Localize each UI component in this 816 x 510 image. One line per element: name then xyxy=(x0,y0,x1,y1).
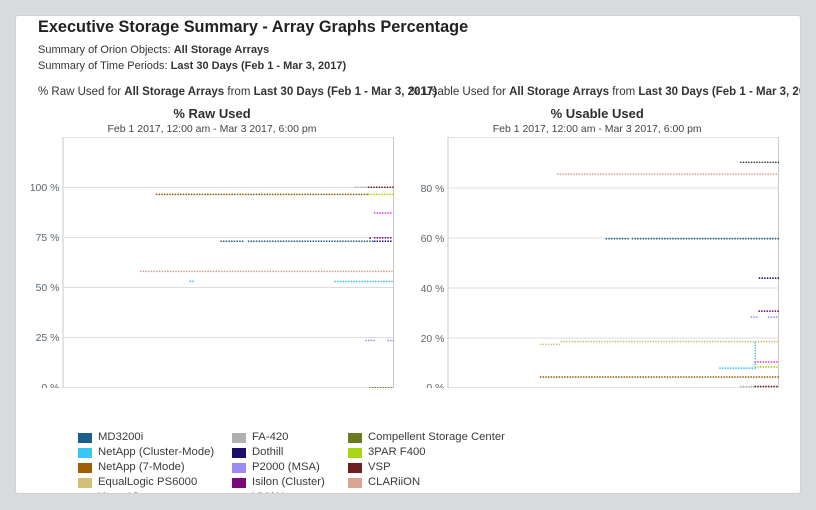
svg-text:100 %: 100 % xyxy=(31,182,60,194)
svg-text:75 %: 75 % xyxy=(35,232,59,244)
svg-text:25 %: 25 % xyxy=(35,332,59,344)
svg-text:20 %: 20 % xyxy=(420,333,444,345)
svg-text:60 %: 60 % xyxy=(420,233,444,245)
svg-text:0 %: 0 % xyxy=(426,382,444,388)
svg-text:80 %: 80 % xyxy=(420,183,444,195)
svg-text:0 %: 0 % xyxy=(41,382,59,388)
svg-text:50 %: 50 % xyxy=(35,282,59,294)
svg-text:40 %: 40 % xyxy=(420,283,444,295)
